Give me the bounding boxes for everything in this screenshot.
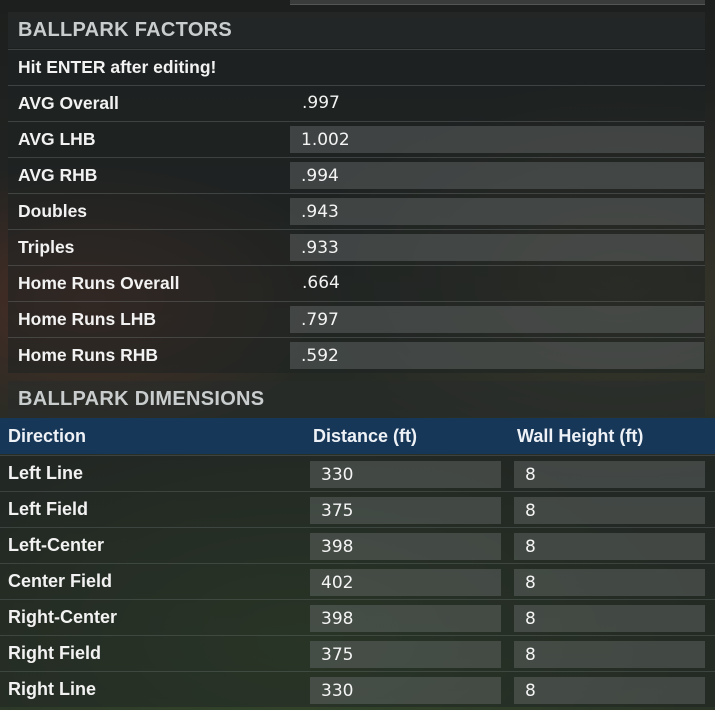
direction-label: Left-Center — [8, 535, 105, 555]
table-row: Center Field — [0, 563, 715, 599]
factor-value-readonly: .997 — [302, 93, 340, 113]
factor-row-avg-lhb: AVG LHB — [8, 121, 705, 157]
wall-height-input[interactable] — [514, 497, 705, 524]
factor-label: Home Runs RHB — [18, 345, 159, 365]
direction-label: Left Field — [8, 499, 88, 519]
distance-input[interactable] — [310, 605, 501, 632]
hr-rhb-input[interactable] — [290, 342, 704, 369]
top-scroll-edge — [290, 0, 705, 5]
doubles-input[interactable] — [290, 198, 704, 225]
factor-row-doubles: Doubles — [8, 193, 705, 229]
hr-lhb-input[interactable] — [290, 306, 704, 333]
wall-height-input[interactable] — [514, 677, 705, 704]
dimensions-table-header: Direction Distance (ft) Wall Height (ft) — [0, 418, 715, 454]
wall-height-input[interactable] — [514, 641, 705, 668]
factor-row-triples: Triples — [8, 229, 705, 265]
column-header-wall-height[interactable]: Wall Height (ft) — [517, 426, 644, 446]
table-row: Right-Center — [0, 599, 715, 635]
factor-value-readonly: .664 — [302, 273, 340, 293]
factor-row-hr-overall: Home Runs Overall .664 — [8, 265, 705, 301]
wall-height-input[interactable] — [514, 569, 705, 596]
wall-height-input[interactable] — [514, 533, 705, 560]
direction-label: Right-Center — [8, 607, 117, 627]
edit-hint: Hit ENTER after editing! — [18, 57, 217, 77]
wall-height-input[interactable] — [514, 461, 705, 488]
factor-row-hr-rhb: Home Runs RHB — [8, 337, 705, 373]
factor-label: AVG Overall — [18, 93, 119, 113]
distance-input[interactable] — [310, 569, 501, 596]
table-row: Left Line — [0, 455, 715, 491]
table-row: Left-Center — [0, 527, 715, 563]
distance-input[interactable] — [310, 461, 501, 488]
avg-rhb-input[interactable] — [290, 162, 704, 189]
factor-row-avg-overall: AVG Overall .997 — [8, 85, 705, 121]
factor-label: Triples — [18, 237, 75, 257]
direction-label: Right Line — [8, 679, 96, 699]
distance-input[interactable] — [310, 641, 501, 668]
factor-label: AVG RHB — [18, 165, 98, 185]
ballpark-factors-title: BALLPARK FACTORS — [8, 12, 705, 48]
avg-lhb-input[interactable] — [290, 126, 704, 153]
table-row: Left Field — [0, 491, 715, 527]
direction-label: Center Field — [8, 571, 113, 591]
edit-hint-row: Hit ENTER after editing! — [8, 49, 705, 85]
distance-input[interactable] — [310, 533, 501, 560]
distance-input[interactable] — [310, 497, 501, 524]
column-header-distance[interactable]: Distance (ft) — [313, 426, 418, 446]
ballpark-dimensions-title: BALLPARK DIMENSIONS — [8, 381, 705, 417]
factor-label: Home Runs LHB — [18, 309, 157, 329]
distance-input[interactable] — [310, 677, 501, 704]
table-row: Right Field — [0, 635, 715, 671]
wall-height-input[interactable] — [514, 605, 705, 632]
factor-label: Home Runs Overall — [18, 273, 180, 293]
table-row: Right Line — [0, 671, 715, 707]
factor-label: Doubles — [18, 201, 88, 221]
factor-row-avg-rhb: AVG RHB — [8, 157, 705, 193]
column-header-direction[interactable]: Direction — [8, 426, 87, 446]
direction-label: Left Line — [8, 463, 83, 483]
factor-label: AVG LHB — [18, 129, 96, 149]
direction-label: Right Field — [8, 643, 101, 663]
triples-input[interactable] — [290, 234, 704, 261]
factor-row-hr-lhb: Home Runs LHB — [8, 301, 705, 337]
